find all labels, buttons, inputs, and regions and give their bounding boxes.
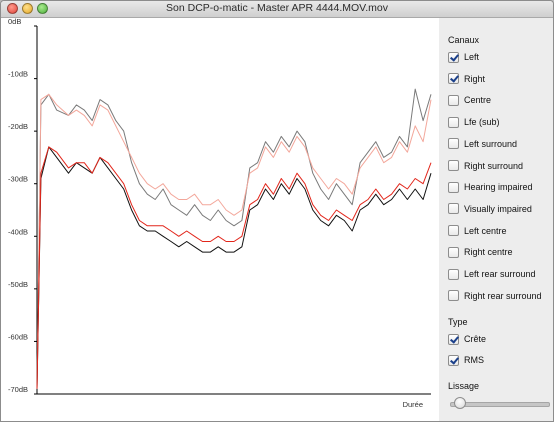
channel-checkbox-row[interactable]: Left surround	[448, 137, 517, 151]
channel-checkbox[interactable]	[448, 203, 459, 215]
channel-checkbox-label: Right surround	[464, 160, 524, 171]
close-window-button[interactable]	[7, 3, 18, 14]
type-checkbox-label: RMS	[464, 355, 484, 365]
channel-checkbox-label: Hearing impaired	[464, 182, 533, 193]
channel-checkbox-label: Right	[464, 73, 486, 84]
channel-checkbox-row[interactable]: Right rear surround	[448, 289, 542, 303]
channel-checkbox-label: Left centre	[464, 225, 507, 236]
channel-checkbox[interactable]	[448, 246, 459, 258]
y-tick-label: 0dB	[8, 18, 21, 26]
window-title: Son DCP-o-matic - Master APR 4444.MOV.mo…	[166, 2, 388, 14]
y-tick-label: -20dB	[8, 122, 28, 131]
series-line-peak-right	[36, 93, 432, 389]
channel-checkbox[interactable]	[448, 94, 459, 106]
audio-level-chart: 0dB -10dB -20dB -30dB -40dB -50dB -60dB -70dB Du…	[8, 18, 432, 409]
channel-checkbox-row[interactable]: Right centre	[448, 245, 513, 259]
type-checkbox-label: Crête	[464, 334, 487, 344]
channel-checkbox[interactable]	[448, 268, 459, 280]
series-line-rms-right	[36, 146, 432, 389]
type-checkbox-row[interactable]: RMS	[448, 353, 484, 367]
channel-checkbox-label: Visually impaired	[464, 203, 532, 214]
channel-checkbox-label: Right centre	[464, 247, 513, 258]
type-checkbox-row[interactable]: Crête	[448, 332, 486, 346]
minimize-window-button[interactable]	[22, 3, 33, 14]
channel-checkbox-label: Left	[464, 52, 480, 62]
channel-checkbox[interactable]	[448, 138, 459, 150]
channel-checkbox-row[interactable]: Right	[448, 72, 485, 86]
series-line-rms-left	[36, 146, 432, 389]
y-tick-label: -60dB	[8, 332, 28, 341]
audio-plot: 0dB -10dB -20dB -30dB -40dB -50dB -60dB -70dB Du…	[1, 18, 439, 421]
channel-checkbox[interactable]	[448, 160, 459, 171]
channel-checkbox-label: Lfe (sub)	[464, 117, 500, 128]
channel-checkbox-row[interactable]: Left	[448, 50, 479, 64]
channel-checkbox[interactable]	[448, 290, 459, 302]
channel-checkbox[interactable]	[448, 51, 459, 63]
type-checkbox[interactable]	[448, 354, 459, 366]
smoothing-slider-knob[interactable]	[453, 397, 466, 409]
x-axis-label: Durée	[403, 400, 423, 409]
type-checkbox[interactable]	[448, 333, 459, 345]
y-tick-label: -40dB	[8, 227, 28, 236]
series-line-peak-left	[36, 88, 432, 389]
channels-title: Canaux	[448, 35, 480, 45]
channel-checkbox-row[interactable]: Left centre	[448, 224, 507, 238]
controls-panel: Canaux Left Right Centre Lfe (sub) Left surr…	[440, 18, 553, 421]
channel-checkbox-row[interactable]: Visually impaired	[448, 202, 532, 216]
y-tick-label: -30dB	[8, 175, 28, 184]
y-tick-label: -10dB	[8, 70, 28, 79]
channel-checkbox-label: Left rear surround	[464, 269, 536, 279]
smoothing-slider-track[interactable]	[450, 402, 550, 407]
channel-checkbox-label: Centre	[464, 95, 492, 106]
smoothing-title: Lissage	[448, 381, 480, 391]
channel-checkbox-row[interactable]: Hearing impaired	[448, 180, 533, 194]
channel-checkbox[interactable]	[448, 73, 459, 85]
channel-checkbox-label: Right rear surround	[464, 290, 542, 301]
channel-checkbox-row[interactable]: Centre	[448, 93, 491, 107]
channel-checkbox-row[interactable]: Left rear surround	[448, 267, 536, 281]
type-title: Type	[448, 317, 468, 327]
y-tick-label: -50dB	[8, 280, 28, 289]
channel-checkbox-row[interactable]: Lfe (sub)	[448, 115, 500, 129]
channel-checkbox-label: Left surround	[464, 138, 518, 149]
title-bar: Son DCP-o-matic - Master APR 4444.MOV.mo…	[1, 1, 553, 18]
y-tick-label: -70dB	[8, 385, 28, 394]
channel-checkbox[interactable]	[448, 116, 459, 128]
zoom-window-button[interactable]	[37, 3, 48, 14]
channel-checkbox[interactable]	[448, 181, 459, 193]
channel-checkbox[interactable]	[448, 225, 459, 237]
channel-checkbox-row[interactable]: Right surround	[448, 159, 523, 173]
